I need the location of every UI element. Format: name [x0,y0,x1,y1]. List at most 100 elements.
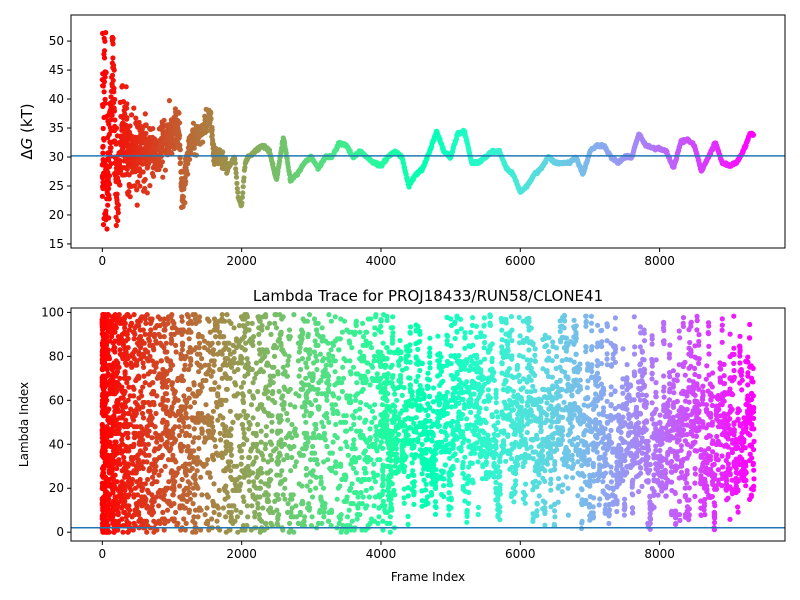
lambda-point [245,371,251,377]
lambda-point [307,487,313,493]
delta-g-point [117,157,123,164]
lambda-point [122,320,128,326]
lambda-point [333,421,339,428]
lambda-point [145,441,151,447]
delta-g-point [112,123,118,129]
lambda-point [112,338,118,344]
lambda-point [367,520,373,527]
lambda-point [210,408,216,414]
lambda-point [299,356,305,362]
lambda-point [287,496,294,502]
delta-g-point [141,188,147,194]
delta-g-point [171,145,177,152]
lambda-point [252,514,258,520]
lambda-point [387,479,393,485]
lambda-point [285,501,291,507]
lambda-point [344,443,350,450]
lambda-point [292,404,298,410]
lambda-point [264,325,270,331]
lambda-point [180,340,186,346]
lambda-point [136,336,142,342]
lambda-point [211,316,218,322]
lambda-point [336,520,342,527]
lambda-point [262,353,268,359]
lambda-point [341,413,347,419]
lambda-point [314,327,320,333]
lambda-point [319,325,325,331]
delta-g-point [235,189,241,195]
lambda-point [212,443,218,450]
lambda-point [131,336,137,342]
lambda-point [187,404,193,410]
lambda-point [118,395,124,401]
delta-g-point [139,129,145,135]
lambda-point [171,399,177,406]
lambda-point [215,340,221,346]
lambda-point [273,446,279,452]
lambda-point [156,503,162,509]
lambda-point [124,448,130,454]
lambda-point [315,520,322,527]
lambda-point [352,408,359,414]
lambda-point [355,476,361,483]
delta-g-point [239,200,245,206]
lambda-point [281,441,288,447]
lambda-point [160,397,166,403]
lambda-point [240,399,247,406]
delta-g-point [134,202,140,208]
lambda-point [247,487,253,493]
lambda-point [372,415,378,421]
lambda-point [253,430,259,436]
delta-g-point [106,196,112,202]
lambda-point [276,441,282,447]
lambda-point [169,312,175,318]
lambda-point [123,421,129,428]
lambda-point [376,505,382,511]
lambda-point [275,516,281,522]
lambda-point [245,514,251,520]
lambda-point [228,514,234,520]
lambda-point [333,459,339,465]
lambda-point [224,386,230,392]
lambda-point [326,351,332,357]
lambda-point [200,415,206,421]
lambda-point [256,331,262,337]
lambda-point [338,419,344,425]
lambda-point [110,498,116,504]
delta-g-y-tick-label: 40 [49,92,64,106]
lambda-point [325,377,331,384]
lambda-point [300,316,306,322]
lambda-point [251,479,257,485]
lambda-point [382,507,388,513]
lambda-point [363,342,370,348]
lambda-point [105,406,111,412]
lambda-point [225,494,231,500]
lambda-point [228,459,234,465]
delta-g-point [107,139,113,145]
lambda-point [278,479,284,485]
lambda-point [214,323,220,329]
lambda-point [173,349,179,355]
lambda-point [116,382,122,388]
delta-g-point [100,150,106,156]
lambda-point [160,509,166,515]
delta-g-point [137,173,143,179]
delta-g-point [168,141,174,147]
lambda-point [288,446,294,452]
lambda-point [357,406,363,412]
lambda-point [212,380,218,386]
lambda-point [273,325,280,331]
lambda-point [336,395,342,401]
lambda-point [250,415,256,421]
lambda-point [147,369,154,375]
delta-g-point [124,133,130,139]
lambda-point [227,351,233,357]
lambda-point [269,391,275,397]
lambda-point [361,465,367,472]
lambda-points [99,312,757,535]
lambda-point [231,356,237,362]
lambda-point [343,428,349,434]
lambda-point [164,507,171,513]
lambda-point [263,441,269,447]
delta-g-point [177,160,184,166]
